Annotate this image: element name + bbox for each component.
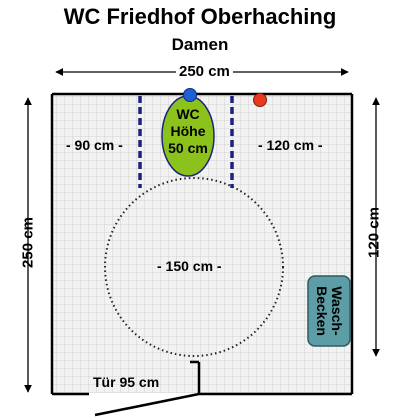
wc-label-line3: 50 cm bbox=[168, 140, 208, 156]
basin-label-line1: Wasch- bbox=[329, 286, 345, 336]
turning-circle-label: - 150 cm - bbox=[157, 258, 222, 274]
room-walls bbox=[50, 92, 354, 396]
page-subtitle: Damen bbox=[171, 35, 229, 54]
height-right-label: 120 cm bbox=[365, 207, 383, 258]
room-floor bbox=[52, 94, 352, 393]
left-clearance-label: - 90 cm - bbox=[66, 137, 123, 153]
room-floor-lower bbox=[52, 355, 200, 393]
emergency-call-marker bbox=[253, 93, 267, 107]
width-label: 250 cm bbox=[176, 63, 233, 80]
right-clearance-label: - 120 cm - bbox=[258, 137, 323, 153]
wc-label-line1: WC bbox=[176, 106, 200, 122]
door-leaf bbox=[94, 392, 200, 417]
wc-label-line2: Höhe bbox=[170, 123, 206, 139]
flush-button-marker bbox=[183, 88, 197, 102]
door-label: Tür 95 cm bbox=[93, 374, 160, 390]
wash-basin bbox=[307, 275, 351, 347]
page-title: WC Friedhof Oberhaching bbox=[63, 4, 337, 29]
basin-label: Wasch- Becken bbox=[314, 278, 345, 344]
wc-label: WC Höhe 50 cm bbox=[160, 106, 216, 157]
height-left-label: 250 cm bbox=[19, 217, 37, 268]
basin-label-line2: Becken bbox=[314, 286, 330, 336]
turning-circle bbox=[104, 177, 284, 357]
